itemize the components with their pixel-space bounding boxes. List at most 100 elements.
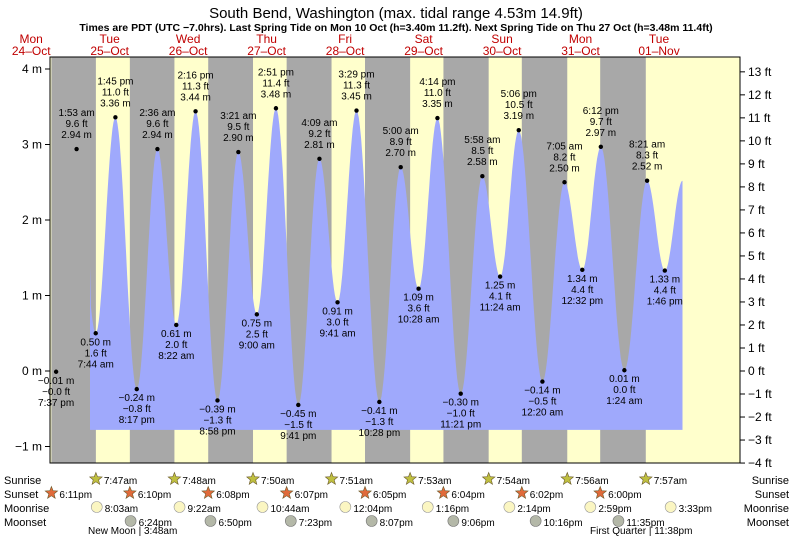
tide-label-27-0: 6:12 pm bbox=[583, 106, 619, 117]
row-label-left-moonrise: Moonrise bbox=[4, 503, 49, 515]
tide-label-25-0: 7:05 am bbox=[546, 141, 582, 152]
tide-label-27-2: 2.97 m bbox=[586, 128, 617, 139]
moonrise-icon-5 bbox=[421, 501, 434, 513]
tide-label-26-2: 12:32 pm bbox=[561, 296, 603, 307]
tide-label-19-0: 4:14 pm bbox=[419, 77, 455, 88]
tide-point-0 bbox=[53, 369, 59, 374]
tide-label-3-0: 1:45 pm bbox=[97, 76, 133, 87]
y-right-label-15: 11 ft bbox=[748, 111, 771, 125]
moonset-time-2: 6:50pm bbox=[219, 518, 252, 529]
tide-point-18 bbox=[416, 286, 421, 291]
sunset-icon-6 bbox=[514, 485, 529, 499]
moonrise-time-4: 12:04pm bbox=[353, 504, 392, 515]
moonrise-icon-1 bbox=[90, 501, 103, 513]
day-date-4: 28–Oct bbox=[326, 44, 365, 58]
tide-label-10-1: 2.5 ft bbox=[246, 329, 268, 340]
day-name-6: Sun bbox=[491, 32, 512, 46]
tide-label-8-0: −0.39 m bbox=[199, 404, 235, 415]
tide-label-4-0: −0.24 m bbox=[119, 393, 155, 404]
row-label-right-sunrise: Sunrise bbox=[752, 475, 789, 487]
tide-point-15 bbox=[354, 108, 359, 113]
day-name-1: Tue bbox=[100, 32, 121, 46]
tide-label-30-2: 1:46 pm bbox=[647, 297, 683, 308]
y-right-label-8: 4 ft bbox=[748, 272, 765, 286]
y-right-label-3: −1 ft bbox=[748, 387, 772, 401]
moonset-icon-4 bbox=[365, 515, 378, 527]
sunset-time-4: 6:05pm bbox=[373, 490, 406, 501]
moonrise-time-1: 8:03am bbox=[105, 504, 138, 515]
tide-point-20 bbox=[458, 391, 463, 396]
tide-label-17-2: 2.70 m bbox=[385, 148, 416, 159]
tide-label-4-1: −0.8 ft bbox=[123, 404, 151, 415]
y-left-label-2: 1 m bbox=[22, 289, 42, 303]
moonset-time-5: 9:06pm bbox=[461, 518, 494, 529]
tide-label-3-2: 3.36 m bbox=[100, 98, 131, 109]
sunset-icon-3 bbox=[279, 485, 294, 499]
day-date-3: 27–Oct bbox=[247, 44, 286, 58]
day-name-8: Tue bbox=[649, 32, 670, 46]
tide-label-15-2: 3.45 m bbox=[341, 92, 372, 103]
tide-label-18-2: 10:28 am bbox=[398, 315, 440, 326]
moonset-time-1: 6:24pm bbox=[139, 518, 172, 529]
moonset-icon-1 bbox=[124, 515, 137, 527]
y-right-label-12: 8 ft bbox=[748, 180, 765, 194]
sunrise-icon-3 bbox=[246, 471, 260, 485]
moonset-time-4: 8:07pm bbox=[380, 518, 413, 529]
tide-label-12-0: −0.45 m bbox=[280, 409, 316, 420]
tide-point-8 bbox=[215, 398, 220, 403]
tide-label-14-1: 3.0 ft bbox=[326, 317, 348, 328]
tide-label-30-0: 1.33 m bbox=[650, 275, 681, 286]
moonset-icon-7 bbox=[612, 515, 625, 527]
moonrise-time-8: 3:33pm bbox=[679, 504, 712, 515]
tide-label-23-0: 5:06 pm bbox=[501, 89, 537, 100]
tide-point-23 bbox=[516, 127, 521, 133]
tide-label-15-1: 11.3 ft bbox=[343, 81, 370, 92]
moonrise-icon-6 bbox=[503, 501, 516, 513]
sunrise-time-6: 7:54am bbox=[497, 476, 530, 487]
tide-label-6-2: 8:22 am bbox=[158, 351, 194, 362]
y-right-label-1: −3 ft bbox=[748, 433, 772, 447]
tide-label-23-1: 10.5 ft bbox=[505, 100, 533, 111]
plot-frame bbox=[49, 56, 741, 464]
moonrise-icon-4 bbox=[339, 501, 352, 513]
tide-label-10-0: 0.75 m bbox=[242, 318, 273, 329]
tide-label-21-2: 2.58 m bbox=[467, 157, 498, 168]
row-label-right-sunset: Sunset bbox=[755, 489, 789, 501]
y-left-label-4: 3 m bbox=[22, 138, 42, 152]
moonrise-icon-7 bbox=[584, 501, 597, 513]
sun-moon-rows: Sunrise Sunrise Sunset Sunset Moonrise Moonri… bbox=[4, 471, 789, 537]
tide-point-25 bbox=[562, 180, 567, 185]
day-name-7: Mon bbox=[569, 32, 592, 46]
tide-point-28 bbox=[622, 368, 627, 373]
tide-label-13-2: 2.81 m bbox=[304, 140, 335, 151]
tide-point-14 bbox=[335, 300, 340, 305]
tide-label-11-0: 2:51 pm bbox=[258, 67, 294, 78]
moonrise-time-3: 10:44am bbox=[270, 504, 309, 515]
moonrise-icon-3 bbox=[256, 501, 269, 513]
tide-label-5-2: 2.94 m bbox=[142, 130, 173, 141]
tide-label-24-1: −0.5 ft bbox=[528, 397, 556, 408]
tide-label-20-1: −1.0 ft bbox=[447, 409, 475, 420]
sunrise-time-2: 7:48am bbox=[182, 476, 215, 487]
tide-label-11-2: 3.48 m bbox=[261, 89, 292, 100]
tide-label-14-2: 9:41 am bbox=[319, 328, 355, 339]
tide-label-10-2: 9:00 am bbox=[239, 340, 275, 351]
tide-label-3-1: 11.0 ft bbox=[102, 87, 129, 98]
tide-point-30 bbox=[662, 268, 668, 273]
tide-label-2-0: 0.50 m bbox=[80, 337, 111, 348]
tide-label-22-1: 4.1 ft bbox=[489, 292, 511, 303]
tide-label-13-1: 9.2 ft bbox=[308, 129, 330, 140]
tide-label-22-2: 11:24 am bbox=[480, 303, 521, 314]
tide-label-16-2: 10:28 pm bbox=[358, 428, 400, 439]
day-name-3: Thu bbox=[256, 32, 277, 46]
tide-curve bbox=[90, 108, 683, 430]
sunrise-icon-4 bbox=[324, 471, 339, 485]
axes: −1 m 0 m 1 m 2 m 3 m 4 m −4 ft −3 ft −2 ft −1 ft 0… bbox=[15, 56, 772, 470]
day-name-2: Wed bbox=[176, 32, 200, 46]
tide-label-17-0: 5:00 am bbox=[383, 126, 419, 137]
moonrise-icon-8 bbox=[664, 501, 677, 513]
daylight-band-0 bbox=[50, 57, 52, 463]
tide-label-29-2: 2.52 m bbox=[632, 162, 663, 173]
sunset-icon-2 bbox=[201, 485, 216, 499]
